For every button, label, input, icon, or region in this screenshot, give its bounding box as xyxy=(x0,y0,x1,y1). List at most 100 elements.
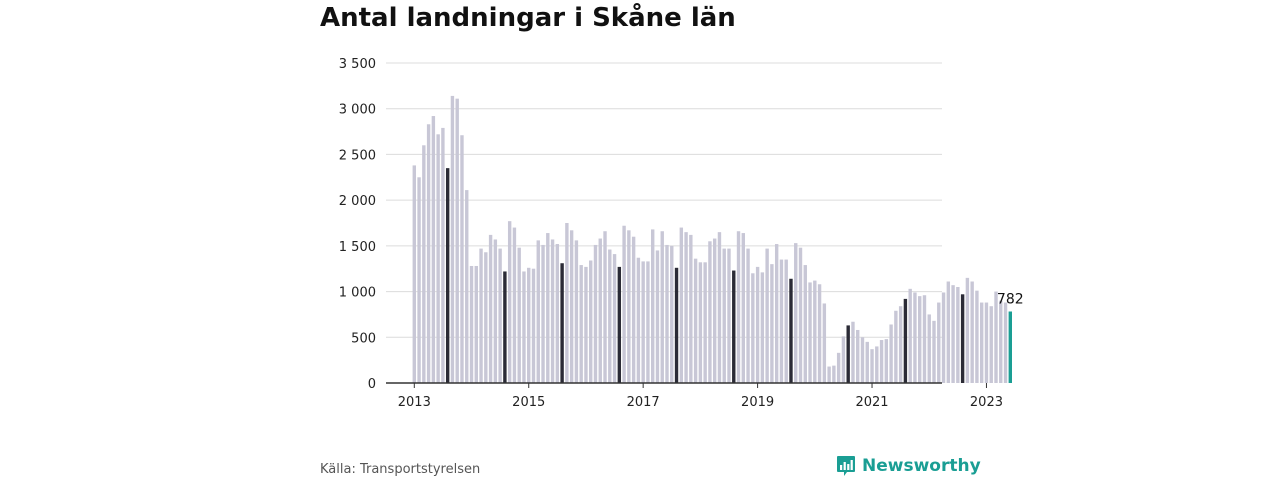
bar xyxy=(884,339,889,383)
bar xyxy=(708,241,712,383)
chart-title: Antal landningar i Skåne län xyxy=(320,3,736,33)
bar xyxy=(517,247,521,383)
bar xyxy=(536,240,540,383)
bar xyxy=(946,281,951,383)
x-tick-label: 2013 xyxy=(398,395,431,410)
bar xyxy=(655,250,660,383)
bar xyxy=(460,135,464,383)
y-tick-label: 1 000 xyxy=(339,286,376,301)
bar xyxy=(918,296,922,383)
bar xyxy=(979,302,984,383)
bar xyxy=(960,294,965,383)
bar xyxy=(851,321,855,383)
bar xyxy=(803,265,807,383)
bar xyxy=(684,232,688,383)
x-axis-ticks xyxy=(413,383,987,388)
bar xyxy=(550,239,555,383)
x-axis-labels: 2013 2015 2017 2019 2021 2023 xyxy=(398,395,1003,410)
x-tick-label: 2021 xyxy=(855,395,888,410)
bar xyxy=(612,254,617,383)
bar xyxy=(755,266,760,383)
bar xyxy=(679,227,684,383)
bar xyxy=(488,234,493,383)
bar xyxy=(431,116,436,383)
bar xyxy=(589,260,593,383)
bar xyxy=(417,177,421,383)
bar xyxy=(784,259,788,383)
bar xyxy=(860,337,865,383)
bar xyxy=(841,336,846,383)
bar xyxy=(512,227,517,383)
bar xyxy=(741,233,745,383)
bar xyxy=(999,300,1003,383)
bar xyxy=(426,124,431,383)
bar xyxy=(541,244,545,383)
y-tick-label: 3 500 xyxy=(339,57,376,72)
bar xyxy=(760,272,765,383)
bar xyxy=(817,284,822,383)
bar xyxy=(970,281,974,383)
bar xyxy=(932,320,936,383)
bar xyxy=(574,240,579,383)
last-value-label: 782 xyxy=(997,292,1024,308)
bar xyxy=(956,287,960,383)
bar xyxy=(746,248,750,383)
bar xyxy=(636,257,641,383)
bar xyxy=(794,243,798,383)
bar xyxy=(941,292,946,383)
bar xyxy=(565,223,569,383)
bar xyxy=(507,221,512,383)
bar xyxy=(660,231,664,383)
bar xyxy=(474,265,478,383)
bar xyxy=(798,247,803,383)
bar xyxy=(732,270,736,383)
bar xyxy=(441,127,445,383)
brand-logo[interactable]: Newsworthy xyxy=(836,455,981,477)
bar xyxy=(856,329,860,383)
bar xyxy=(913,292,917,383)
bar xyxy=(898,306,903,383)
bar xyxy=(479,248,483,383)
bar xyxy=(412,165,416,383)
bar xyxy=(717,232,722,383)
bar xyxy=(927,314,931,383)
bar xyxy=(646,261,650,383)
bar xyxy=(889,324,893,383)
bar xyxy=(546,233,550,383)
grid-lines xyxy=(386,62,942,338)
y-tick-label: 3 000 xyxy=(339,103,376,118)
bar xyxy=(689,234,693,383)
bar xyxy=(569,230,574,383)
bar xyxy=(555,244,560,383)
y-tick-label: 0 xyxy=(368,377,376,392)
bar xyxy=(1008,311,1012,383)
x-tick-label: 2015 xyxy=(512,395,545,410)
y-axis-labels: 0 500 1 000 1 500 2 000 2 500 3 000 3 500 xyxy=(339,57,376,392)
bar xyxy=(736,231,741,383)
bar xyxy=(631,236,636,383)
bar xyxy=(774,244,779,383)
bar xyxy=(651,229,655,383)
bar xyxy=(822,303,827,383)
bar xyxy=(693,258,698,383)
bar xyxy=(627,230,631,383)
bar xyxy=(598,238,602,383)
bar xyxy=(579,265,583,383)
y-tick-label: 1 500 xyxy=(339,240,376,255)
bar xyxy=(617,266,622,383)
bar xyxy=(450,95,455,383)
x-tick-label: 2023 xyxy=(970,395,1003,410)
bar xyxy=(522,271,526,383)
bar xyxy=(703,262,707,383)
bar xyxy=(560,263,564,383)
y-tick-label: 500 xyxy=(351,331,376,346)
bar xyxy=(870,349,874,383)
bar xyxy=(836,352,841,383)
bar xyxy=(951,285,955,383)
bar xyxy=(603,231,607,383)
bar xyxy=(770,264,774,383)
bar xyxy=(994,291,998,383)
bar xyxy=(503,271,507,383)
bar xyxy=(608,249,612,383)
bars xyxy=(412,95,1012,383)
